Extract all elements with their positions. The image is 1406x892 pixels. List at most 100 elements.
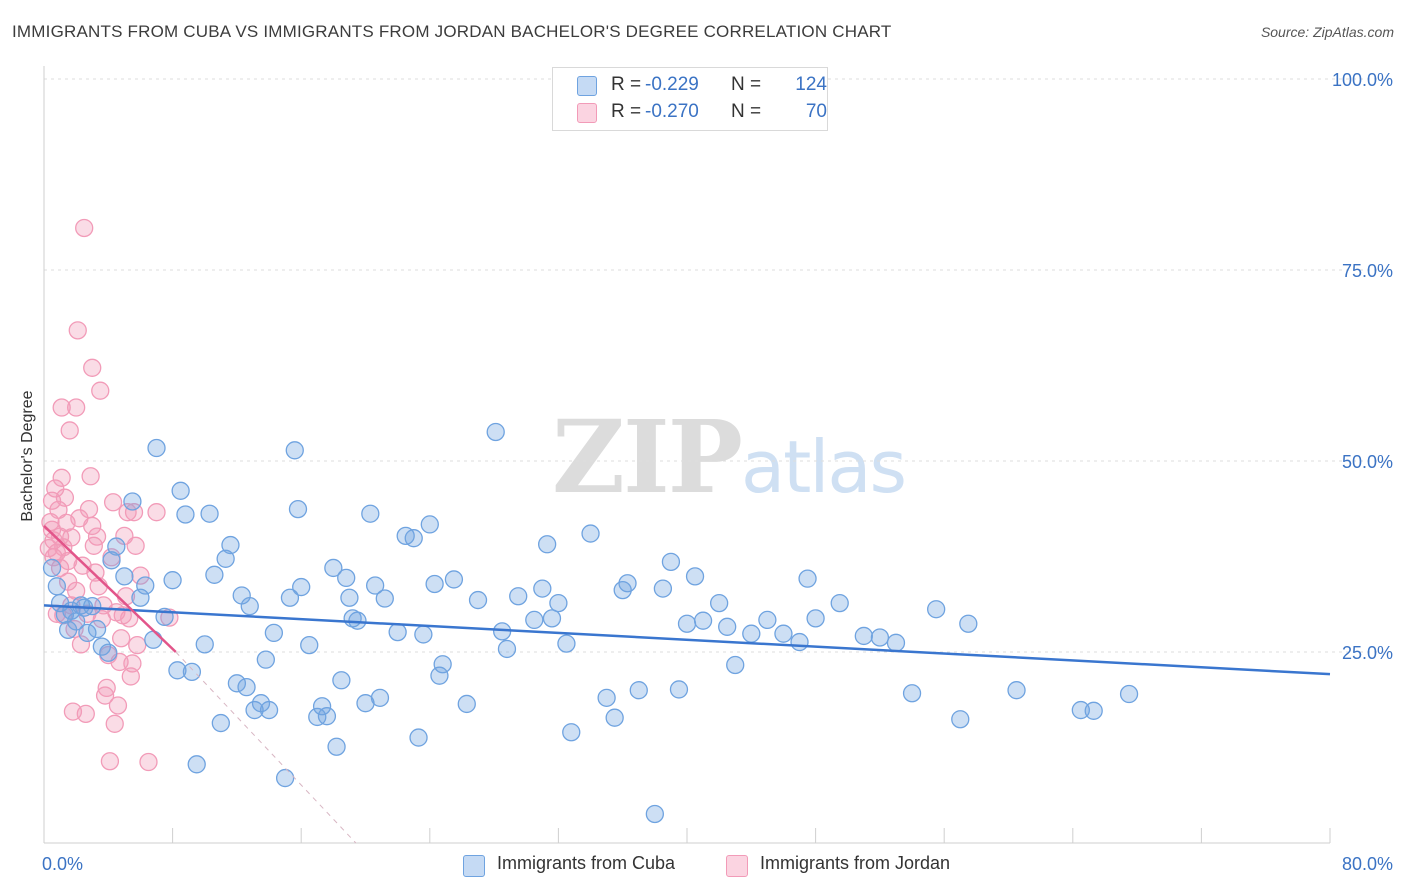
cuba-point xyxy=(870,628,890,647)
cuba-point xyxy=(404,529,423,548)
cuba-point xyxy=(581,524,600,543)
jordan-point xyxy=(71,635,91,654)
cuba-point xyxy=(951,710,970,729)
cuba-point xyxy=(42,558,62,578)
cuba-point xyxy=(959,614,978,633)
cuba-point xyxy=(240,597,259,616)
jordan-point xyxy=(87,527,107,546)
cuba-point xyxy=(259,700,279,720)
cuba-point xyxy=(327,737,346,756)
cuba-point xyxy=(324,558,343,578)
cuba-trend-line xyxy=(43,604,1331,676)
jordan-point xyxy=(126,536,145,555)
cuba-point xyxy=(211,713,230,733)
jordan-point xyxy=(95,686,115,705)
cuba-point xyxy=(317,707,337,726)
jordan-point xyxy=(83,516,102,536)
cuba-point xyxy=(597,688,616,707)
cuba-point xyxy=(187,755,206,774)
cuba-point xyxy=(332,671,351,690)
correlation-stats-box: R = -0.229 N = 124 R = -0.270 N = 70 xyxy=(552,67,828,131)
jordan-r-label: R = xyxy=(611,101,642,122)
cuba-point xyxy=(549,593,568,613)
cuba-point xyxy=(83,597,102,616)
cuba-point xyxy=(409,728,428,747)
y-axis-label: Bachelor's Degree xyxy=(19,390,36,522)
cuba-point xyxy=(78,623,97,643)
cuba-point xyxy=(176,505,195,524)
jordan-point xyxy=(76,704,95,724)
axes xyxy=(43,66,1331,844)
cuba-point xyxy=(275,768,295,788)
cuba-point xyxy=(537,535,557,554)
cuba-point xyxy=(742,624,761,643)
cuba-point xyxy=(414,625,433,644)
jordan-point xyxy=(67,581,86,601)
cuba-point xyxy=(99,643,118,662)
cuba-point xyxy=(669,680,689,699)
jordan-point xyxy=(83,358,102,377)
jordan-point xyxy=(128,635,147,655)
cuba-point xyxy=(87,619,107,639)
cuba-r-value: -0.229 xyxy=(645,74,699,95)
cuba-point xyxy=(312,697,332,716)
cuba-point xyxy=(365,576,385,595)
cuba-point xyxy=(1007,681,1026,700)
jordan-point xyxy=(67,398,86,417)
cuba-n-value: 124 xyxy=(795,74,827,95)
jordan-point xyxy=(52,468,71,487)
jordan-point xyxy=(58,551,78,571)
jordan-point xyxy=(52,398,71,417)
watermark: ZIPatlas xyxy=(552,398,907,516)
cuba-point xyxy=(629,681,648,700)
series-jordan-points xyxy=(39,218,179,772)
cuba-point xyxy=(497,639,517,659)
jordan-point xyxy=(147,503,166,522)
cuba-point xyxy=(195,635,214,654)
jordan-point xyxy=(81,467,100,486)
cuba-point xyxy=(790,632,809,652)
cuba-point xyxy=(533,579,552,598)
watermark-atlas: atlas xyxy=(740,425,907,509)
jordan-point xyxy=(91,381,110,400)
cuba-point xyxy=(1119,684,1139,704)
cuba-point xyxy=(830,593,849,613)
jordan-point xyxy=(55,488,75,507)
cuba-point xyxy=(300,635,319,655)
cuba-point xyxy=(758,610,777,630)
jordan-point xyxy=(123,654,142,673)
cuba-point xyxy=(171,481,190,500)
cuba-point xyxy=(927,600,946,619)
cuba-point xyxy=(123,492,142,511)
tick-labels: 25.0% 50.0% 75.0% 100.0% 0.0% 80.0% xyxy=(42,70,1393,874)
jordan-trend-line xyxy=(43,525,177,653)
legend-jordan-label: Immigrants from Jordan xyxy=(760,853,951,873)
cuba-r-label: R = xyxy=(611,74,642,95)
cuba-point xyxy=(102,551,121,570)
jordan-r-value: -0.270 xyxy=(645,101,699,122)
cuba-point xyxy=(685,567,705,586)
jordan-point xyxy=(105,714,124,733)
jordan-trend-extension xyxy=(175,651,357,844)
cuba-point xyxy=(430,666,449,685)
cuba-point xyxy=(444,570,464,589)
jordan-point xyxy=(118,503,137,522)
jordan-point xyxy=(139,752,158,772)
jordan-n-value: 70 xyxy=(805,101,827,122)
cuba-point xyxy=(227,674,247,693)
cuba-point xyxy=(525,610,544,630)
cuba-point xyxy=(718,617,737,636)
y-tick-label-100: 100.0% xyxy=(1332,70,1393,90)
jordan-point xyxy=(46,479,65,498)
legend-jordan-swatch xyxy=(726,855,748,877)
cuba-point xyxy=(375,589,394,608)
cuba-point xyxy=(370,688,390,707)
cuba-point xyxy=(886,633,906,652)
jordan-swatch xyxy=(577,103,597,123)
y-tick-label-50: 50.0% xyxy=(1342,452,1393,472)
cuba-point xyxy=(542,609,562,628)
cuba-point xyxy=(361,504,380,523)
cuba-point xyxy=(902,684,922,703)
cuba-point xyxy=(605,708,624,727)
